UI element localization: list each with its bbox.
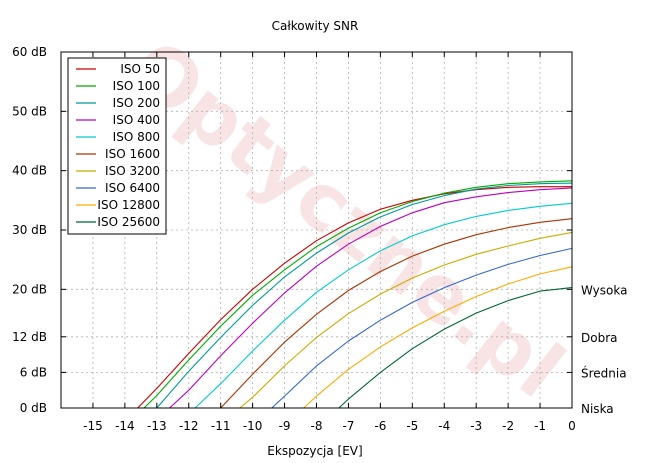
- legend: ISO 50 ISO 100 ISO 200 ISO 400 ISO 800 ISO 16…: [67, 57, 167, 235]
- x-tick-label: -5: [406, 419, 418, 433]
- series-line: [271, 247, 573, 409]
- x-tick-label: -12: [179, 419, 199, 433]
- y-tick-label: 30 dB: [12, 223, 47, 237]
- y-tick-label: 0 dB: [20, 401, 47, 415]
- series-line: [338, 287, 573, 409]
- x-tick-label: -15: [83, 419, 103, 433]
- x-tick-label: -6: [374, 419, 386, 433]
- quality-annotation-label: Dobra: [581, 331, 618, 345]
- quality-annotations: Wysoka Dobra Średnia Niska: [581, 283, 627, 416]
- y-axis-ticks: 0 dB 6 dB 12 dB 20 dB 30 dB 40 dB 50 dB 60 dB: [12, 45, 572, 415]
- x-tick-label: -4: [438, 419, 450, 433]
- series-line: [303, 266, 573, 409]
- quality-annotation-label: Wysoka: [581, 283, 627, 297]
- series-line: [137, 186, 572, 409]
- x-tick-label: -9: [279, 419, 291, 433]
- series-lines: [137, 180, 573, 409]
- legend-label: ISO 6400: [105, 181, 160, 195]
- legend-label: ISO 1600: [105, 147, 160, 161]
- legend-label: ISO 12800: [97, 198, 160, 212]
- y-tick-label: 50 dB: [12, 104, 47, 118]
- watermark-logo: Optyczne.pl: [112, 23, 579, 416]
- series-line: [143, 180, 573, 409]
- x-tick-label: -13: [147, 419, 167, 433]
- y-tick-label: 40 dB: [12, 164, 47, 178]
- series-line: [169, 187, 573, 409]
- x-tick-label: -11: [211, 419, 231, 433]
- legend-label: ISO 400: [113, 113, 160, 127]
- legend-label: ISO 3200: [105, 164, 160, 178]
- x-axis-ticks: -15 -14 -13 -12 -11 -10 -9 -8 -7 -6 -5 -4 -3 -2 -1 0: [83, 52, 576, 433]
- quality-annotation-label: Niska: [581, 402, 614, 416]
- x-axis-label: Ekspozycja [EV]: [267, 444, 362, 458]
- x-tick-label: -10: [243, 419, 263, 433]
- x-tick-label: -7: [342, 419, 354, 433]
- x-tick-label: -8: [311, 419, 323, 433]
- legend-label: ISO 800: [113, 130, 160, 144]
- legend-label: ISO 100: [113, 79, 160, 93]
- x-tick-label: -2: [502, 419, 514, 433]
- series-line: [156, 182, 573, 409]
- y-tick-label: 12 dB: [12, 330, 47, 344]
- chart-title: Całkowity SNR: [272, 19, 359, 33]
- series-line: [239, 231, 573, 409]
- y-tick-label: 6 dB: [20, 365, 47, 379]
- legend-label: ISO 50: [120, 62, 160, 76]
- quality-annotation-label: Średnia: [581, 365, 627, 380]
- x-tick-label: -14: [115, 419, 135, 433]
- series-line: [194, 202, 573, 409]
- x-tick-label: -3: [470, 419, 482, 433]
- legend-label: ISO 200: [113, 96, 160, 110]
- y-tick-label: 60 dB: [12, 45, 47, 59]
- x-tick-label: 0: [568, 419, 576, 433]
- y-tick-label: 20 dB: [12, 282, 47, 296]
- legend-label: ISO 25600: [97, 215, 160, 229]
- series-line: [220, 218, 573, 409]
- x-tick-label: -1: [534, 419, 546, 433]
